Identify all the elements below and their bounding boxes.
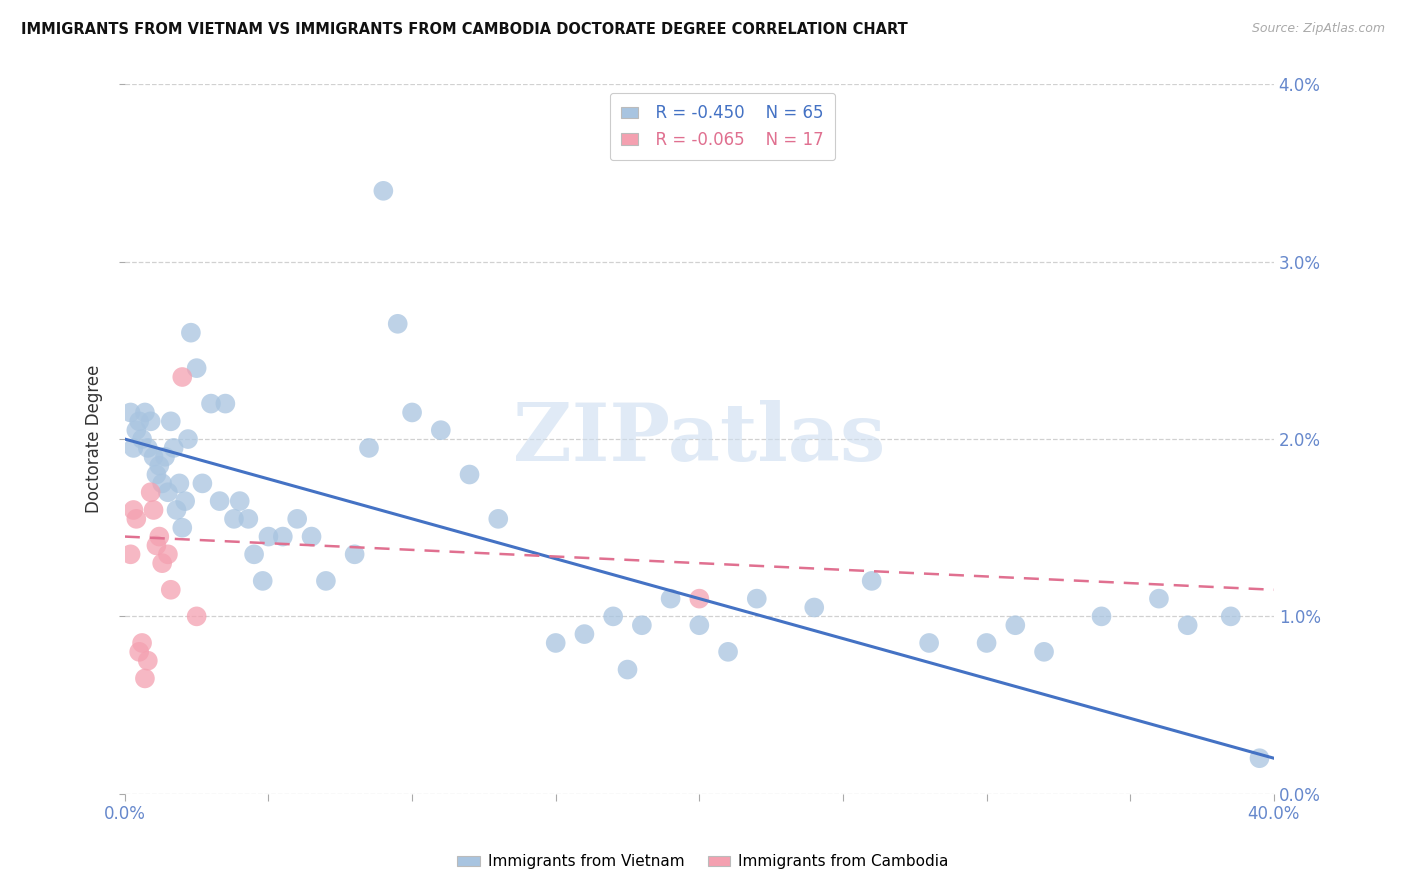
Point	[285, 512, 308, 526]
Point	[659, 591, 682, 606]
Point	[976, 636, 998, 650]
Point	[159, 414, 181, 428]
Point	[139, 485, 162, 500]
Point	[145, 467, 167, 482]
Point	[401, 405, 423, 419]
Point	[122, 441, 145, 455]
Point	[169, 476, 191, 491]
Point	[200, 396, 222, 410]
Point	[430, 423, 453, 437]
Point	[174, 494, 197, 508]
Point	[803, 600, 825, 615]
Point	[150, 476, 173, 491]
Point	[172, 521, 194, 535]
Point	[860, 574, 883, 588]
Point	[229, 494, 252, 508]
Legend:   R = -0.450    N = 65,   R = -0.065    N = 17: R = -0.450 N = 65, R = -0.065 N = 17	[610, 93, 835, 161]
Point	[148, 530, 170, 544]
Point	[122, 503, 145, 517]
Text: ZIPatlas: ZIPatlas	[513, 400, 886, 478]
Text: IMMIGRANTS FROM VIETNAM VS IMMIGRANTS FROM CAMBODIA DOCTORATE DEGREE CORRELATION: IMMIGRANTS FROM VIETNAM VS IMMIGRANTS FR…	[21, 22, 908, 37]
Point	[148, 458, 170, 473]
Point	[1004, 618, 1026, 632]
Point	[257, 530, 280, 544]
Point	[271, 530, 294, 544]
Point	[214, 396, 236, 410]
Point	[191, 476, 214, 491]
Point	[1090, 609, 1112, 624]
Point	[142, 450, 165, 464]
Point	[156, 547, 179, 561]
Point	[125, 512, 148, 526]
Point	[688, 618, 710, 632]
Point	[616, 663, 638, 677]
Point	[1147, 591, 1170, 606]
Point	[153, 450, 176, 464]
Point	[243, 547, 266, 561]
Point	[458, 467, 481, 482]
Point	[156, 485, 179, 500]
Point	[373, 184, 395, 198]
Point	[252, 574, 274, 588]
Point	[139, 414, 162, 428]
Point	[186, 609, 208, 624]
Point	[222, 512, 245, 526]
Point	[131, 432, 153, 446]
Point	[128, 414, 150, 428]
Point	[688, 591, 710, 606]
Point	[180, 326, 202, 340]
Y-axis label: Doctorate Degree: Doctorate Degree	[86, 365, 103, 513]
Point	[544, 636, 567, 650]
Point	[745, 591, 768, 606]
Point	[343, 547, 366, 561]
Point	[486, 512, 509, 526]
Point	[150, 556, 173, 570]
Point	[1219, 609, 1241, 624]
Point	[315, 574, 337, 588]
Point	[357, 441, 380, 455]
Point	[125, 423, 148, 437]
Point	[208, 494, 231, 508]
Point	[574, 627, 596, 641]
Point	[238, 512, 260, 526]
Point	[1177, 618, 1199, 632]
Legend: Immigrants from Vietnam, Immigrants from Cambodia: Immigrants from Vietnam, Immigrants from…	[451, 848, 955, 875]
Point	[918, 636, 941, 650]
Point	[131, 636, 153, 650]
Point	[177, 432, 200, 446]
Point	[136, 441, 159, 455]
Point	[136, 654, 159, 668]
Point	[166, 503, 188, 517]
Point	[134, 672, 156, 686]
Point	[134, 405, 156, 419]
Text: Source: ZipAtlas.com: Source: ZipAtlas.com	[1251, 22, 1385, 36]
Point	[163, 441, 186, 455]
Point	[120, 405, 142, 419]
Point	[128, 645, 150, 659]
Point	[172, 370, 194, 384]
Point	[120, 547, 142, 561]
Point	[1249, 751, 1271, 765]
Point	[1033, 645, 1056, 659]
Point	[159, 582, 181, 597]
Point	[142, 503, 165, 517]
Point	[301, 530, 323, 544]
Point	[186, 361, 208, 376]
Point	[631, 618, 654, 632]
Point	[387, 317, 409, 331]
Point	[717, 645, 740, 659]
Point	[602, 609, 624, 624]
Point	[145, 538, 167, 552]
